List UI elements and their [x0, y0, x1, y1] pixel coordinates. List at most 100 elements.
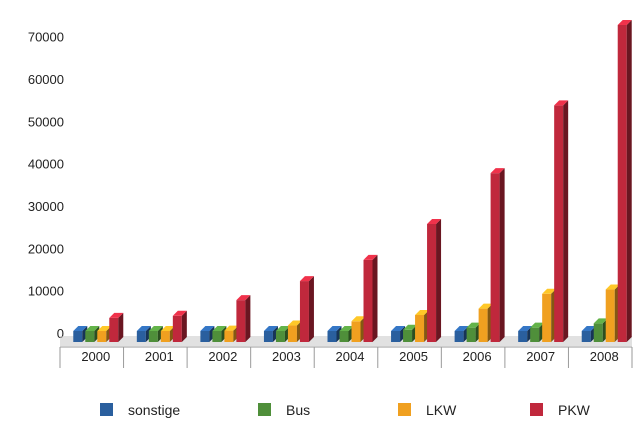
bar-front	[200, 331, 210, 342]
bar-front	[554, 105, 564, 343]
bar-top	[299, 276, 314, 282]
bar-top	[224, 325, 239, 331]
bar-top	[593, 318, 608, 324]
legend-label: LKW	[426, 402, 457, 418]
bar-front	[351, 321, 361, 342]
bar-front	[136, 331, 146, 342]
bar-top	[363, 254, 378, 260]
bar-top	[478, 303, 493, 309]
legend-label: sonstige	[128, 402, 180, 418]
bar-front	[363, 259, 373, 342]
y-tick-label: 30000	[28, 199, 64, 214]
bar-bus-2007	[530, 322, 545, 342]
bar-top	[454, 326, 469, 331]
bar-pkw-2005	[427, 218, 442, 342]
bar-top	[160, 326, 175, 331]
bar-lkw-2005	[415, 309, 430, 342]
bar-side	[499, 168, 505, 342]
bar-front	[97, 331, 107, 342]
bar-pkw-2002	[236, 295, 251, 342]
bar-front	[275, 331, 285, 342]
legend-swatch	[530, 403, 543, 416]
legend-swatch	[258, 403, 271, 416]
bar-front	[339, 331, 349, 342]
bar-top	[327, 326, 342, 331]
bar-top	[73, 326, 88, 331]
legend-item-bus: Bus	[258, 402, 310, 418]
bar-front	[73, 331, 83, 342]
bar-front	[236, 300, 246, 342]
bar-front	[160, 331, 170, 342]
x-tick-label: 2004	[336, 349, 365, 364]
bar-front	[224, 330, 234, 342]
bar-front	[605, 289, 615, 342]
bar-lkw-2007	[542, 288, 557, 342]
x-tick-label: 2000	[81, 349, 110, 364]
x-tick-label: 2001	[145, 349, 174, 364]
x-tick-label: 2005	[399, 349, 428, 364]
y-tick-label: 50000	[28, 114, 64, 129]
bar-top	[415, 309, 430, 315]
bar-side	[626, 20, 632, 342]
bar-front	[172, 315, 182, 342]
bar-front	[542, 293, 552, 342]
bar-front	[403, 329, 413, 342]
x-tick-label: 2008	[590, 349, 619, 364]
bar-top	[427, 218, 442, 224]
y-tick-label: 0	[57, 326, 64, 341]
bar-front	[148, 331, 158, 342]
bar-front	[530, 327, 540, 342]
legend-item-sonstige: sonstige	[100, 402, 180, 418]
y-tick-label: 20000	[28, 241, 64, 256]
bar-side	[372, 254, 378, 342]
bar-lkw-2004	[351, 316, 366, 342]
bar-top	[530, 322, 545, 328]
bar-bus-2008	[593, 318, 608, 342]
bar-front	[490, 173, 500, 342]
bar-top	[236, 295, 251, 301]
bar-front	[299, 281, 309, 342]
bar-top	[391, 326, 406, 331]
legend-label: PKW	[558, 402, 591, 418]
bar-front	[454, 331, 464, 342]
bar-side	[245, 295, 251, 342]
bar-front	[391, 331, 401, 342]
bar-top	[554, 100, 569, 106]
bar-front	[427, 223, 437, 342]
bar-front	[617, 25, 627, 342]
bar-top	[212, 326, 227, 331]
bar-top	[109, 312, 124, 318]
bar-top	[339, 326, 354, 331]
y-tick-label: 70000	[28, 30, 64, 45]
x-tick-label: 2002	[208, 349, 237, 364]
bar-top	[466, 322, 481, 328]
bar-front	[287, 325, 297, 342]
y-axis: 0 10000 20000 30000 40000 50000 60000 70000	[28, 30, 64, 341]
legend: sonstige Bus LKW PKW	[100, 402, 591, 418]
bar-lkw-2008	[605, 284, 620, 342]
bar-side	[563, 100, 569, 343]
bar-front	[478, 308, 488, 342]
bar-front	[327, 331, 337, 342]
x-tick-label: 2003	[272, 349, 301, 364]
bar-top	[605, 284, 620, 290]
bar-pkw-2004	[363, 254, 378, 342]
bar-front	[581, 331, 591, 342]
bar-top	[490, 168, 505, 174]
bar-top	[542, 288, 557, 294]
bars-group	[60, 20, 632, 346]
bar-top	[263, 326, 278, 331]
bar-top	[97, 326, 112, 331]
y-tick-label: 60000	[28, 72, 64, 87]
bar-top	[617, 20, 632, 25]
bar-top	[287, 320, 302, 326]
bar-front	[263, 331, 273, 342]
bar-side	[436, 218, 442, 342]
bar-front	[518, 331, 528, 342]
bar-front	[109, 317, 119, 342]
legend-swatch	[398, 403, 411, 416]
bar-pkw-2003	[299, 276, 314, 342]
bar-top	[136, 326, 151, 331]
bar-pkw-2000	[109, 312, 124, 342]
